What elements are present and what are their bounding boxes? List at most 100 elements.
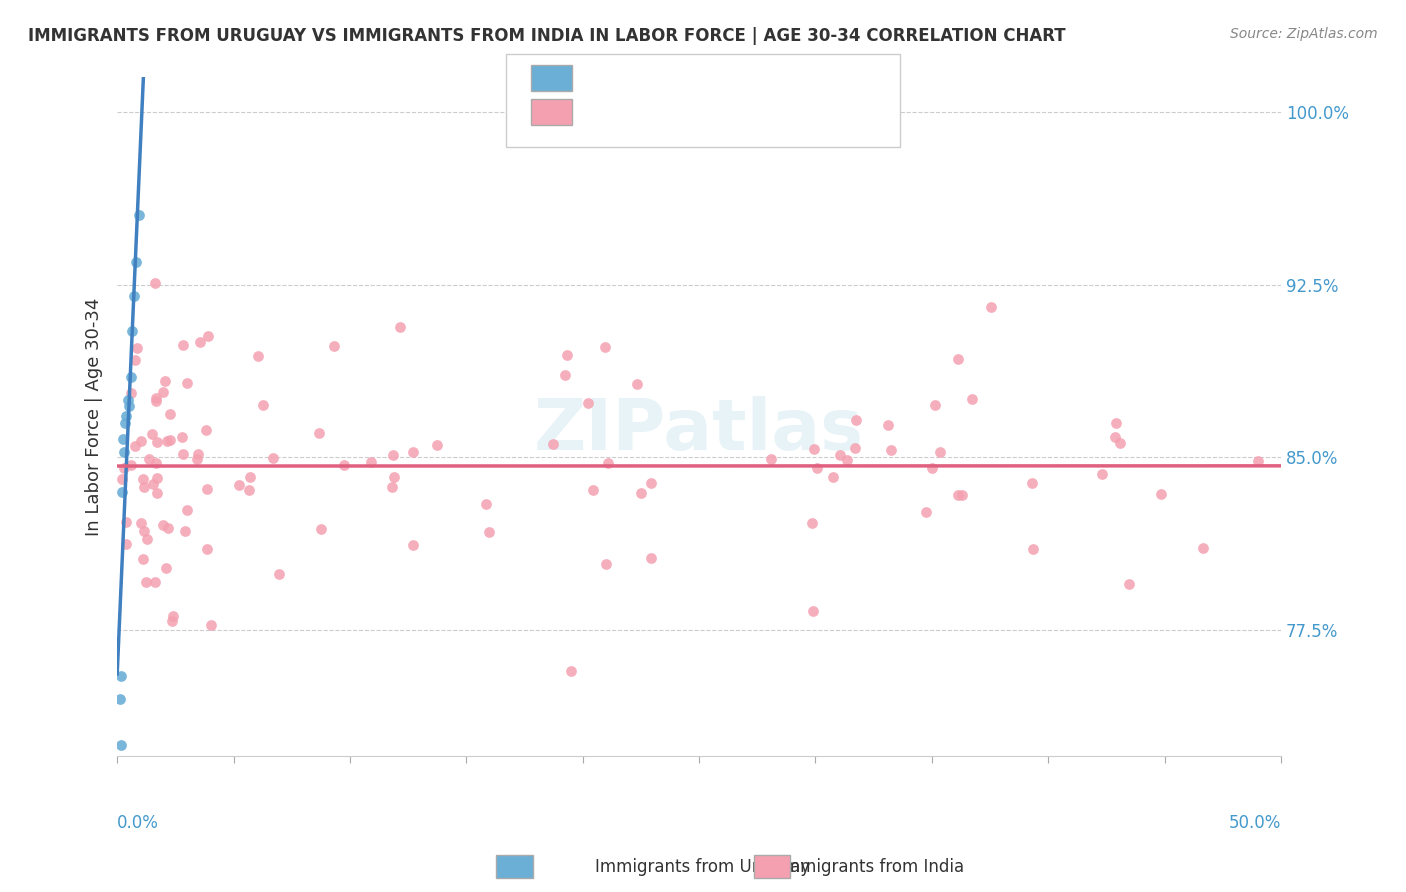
Point: [114, 416, 136, 430]
Point: [929, 445, 952, 459]
Point: [1021, 475, 1043, 490]
Point: [845, 413, 868, 427]
Point: [844, 441, 866, 455]
Point: [162, 608, 184, 623]
Point: [200, 618, 222, 632]
Point: [1247, 454, 1270, 468]
Point: [122, 289, 145, 303]
Point: [146, 435, 169, 450]
Text: IMMIGRANTS FROM URUGUAY VS IMMIGRANTS FROM INDIA IN LABOR FORCE | AGE 30-34 CORR: IMMIGRANTS FROM URUGUAY VS IMMIGRANTS FR…: [28, 27, 1066, 45]
Point: [153, 375, 176, 389]
Point: [152, 384, 174, 399]
Point: [120, 458, 142, 472]
Point: [124, 439, 146, 453]
Point: [143, 276, 166, 290]
Point: [759, 451, 782, 466]
Point: [195, 542, 218, 557]
Point: [1104, 430, 1126, 444]
Point: [152, 518, 174, 533]
Point: [640, 475, 662, 490]
Point: [801, 604, 824, 618]
Point: [828, 448, 851, 462]
Point: [252, 398, 274, 412]
Point: [111, 484, 134, 499]
Point: [308, 426, 330, 441]
Point: [143, 574, 166, 589]
Point: [115, 537, 138, 551]
Point: [135, 533, 157, 547]
Point: [195, 483, 218, 497]
Point: [129, 516, 152, 530]
Point: [112, 461, 135, 475]
Point: [121, 324, 143, 338]
Point: [112, 445, 135, 459]
Point: [980, 300, 1002, 314]
Point: [128, 209, 150, 223]
Point: [131, 552, 153, 566]
Point: [946, 351, 969, 366]
Point: [402, 538, 425, 552]
Point: [626, 377, 648, 392]
Point: [238, 483, 260, 497]
Point: [127, 341, 149, 355]
Point: [576, 396, 599, 410]
Point: [124, 353, 146, 368]
Point: [142, 476, 165, 491]
Point: [426, 438, 449, 452]
Point: [176, 503, 198, 517]
Point: [402, 445, 425, 459]
Y-axis label: In Labor Force | Age 30-34: In Labor Force | Age 30-34: [86, 298, 103, 536]
Point: [263, 450, 285, 465]
Point: [1191, 541, 1213, 556]
Point: [134, 480, 156, 494]
Point: [948, 488, 970, 502]
Point: [333, 458, 356, 473]
Point: [174, 524, 197, 539]
Point: [146, 485, 169, 500]
Point: [595, 558, 617, 572]
Point: [915, 505, 938, 519]
Point: [877, 418, 900, 433]
Point: [197, 328, 219, 343]
Point: [111, 472, 134, 486]
Point: [322, 339, 344, 353]
Point: [120, 369, 142, 384]
Text: Immigrants from Uruguay: Immigrants from Uruguay: [595, 858, 811, 876]
Point: [135, 574, 157, 589]
Point: [138, 452, 160, 467]
Point: [1109, 435, 1132, 450]
Text: Source: ZipAtlas.com: Source: ZipAtlas.com: [1230, 27, 1378, 41]
Point: [478, 525, 501, 540]
Point: [108, 691, 131, 706]
Point: [630, 485, 652, 500]
Point: [190, 335, 212, 350]
Point: [141, 426, 163, 441]
Point: [960, 392, 983, 406]
Text: R = 0.190   N = 117: R = 0.190 N = 117: [583, 102, 765, 120]
Point: [1105, 417, 1128, 431]
Text: R = 0.692   N =  15: R = 0.692 N = 15: [583, 68, 759, 86]
Point: [924, 398, 946, 412]
Point: [145, 394, 167, 409]
Point: [176, 376, 198, 390]
Point: [160, 614, 183, 628]
Point: [803, 442, 825, 457]
Point: [156, 434, 179, 449]
Text: 50.0%: 50.0%: [1229, 814, 1281, 831]
Point: [560, 665, 582, 679]
Point: [111, 432, 134, 446]
Point: [801, 516, 824, 530]
Point: [1091, 467, 1114, 481]
Point: [640, 551, 662, 566]
Point: [1022, 541, 1045, 556]
Point: [194, 423, 217, 437]
Point: [382, 469, 405, 483]
Point: [541, 437, 564, 451]
Point: [155, 561, 177, 575]
Text: ZIPatlas: ZIPatlas: [534, 396, 865, 465]
Text: 0.0%: 0.0%: [117, 814, 159, 831]
Point: [554, 368, 576, 382]
Point: [132, 524, 155, 538]
Point: [382, 448, 405, 462]
Text: Immigrants from India: Immigrants from India: [779, 858, 965, 876]
